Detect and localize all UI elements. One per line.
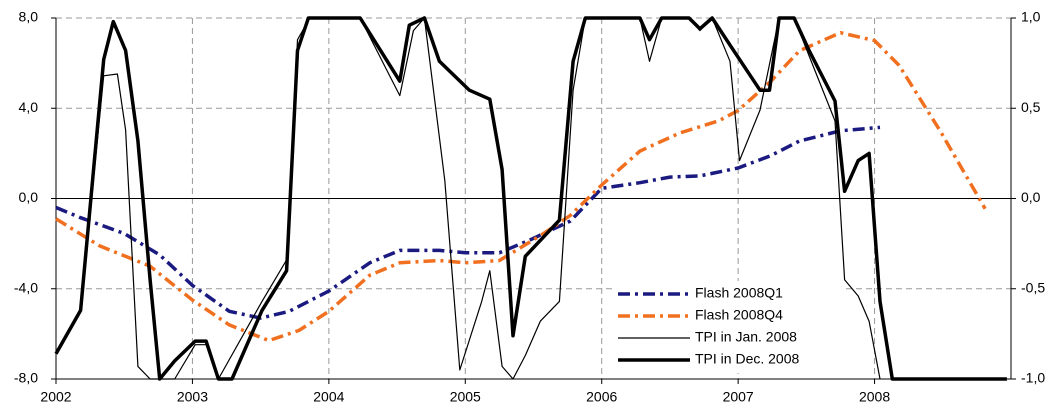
x-tick-label: 2004 [313,389,344,405]
x-tick-label: 2007 [723,389,754,405]
series-line [55,17,881,380]
x-tick-label: 2003 [177,389,208,405]
y-tick-label: -8,0 [14,370,38,386]
y2-tick-label: -0,5 [1021,279,1045,295]
y2-tick-label: 0,0 [1021,189,1041,205]
y2-tick-label: -1,0 [1021,370,1045,386]
x-tick-label: 2002 [40,389,71,405]
series-line [55,125,881,320]
legend-label: TPI in Dec. 2008 [695,351,799,367]
series-line [55,30,987,343]
y2-tick-label: 0,5 [1021,99,1041,115]
x-tick-label: 2008 [859,389,890,405]
y-tick-label: 4,0 [19,99,39,115]
legend-label: Flash 2008Q4 [695,307,783,323]
y2-tick-label: 1,0 [1021,9,1041,25]
y-tick-label: -4,0 [14,279,38,295]
x-tick-label: 2006 [586,389,617,405]
series-line [54,16,1007,381]
legend-label: TPI in Jan. 2008 [695,329,797,345]
y-tick-label: 8,0 [19,9,39,25]
y-tick-label: 0,0 [19,189,39,205]
x-tick-label: 2005 [450,389,481,405]
legend-label: Flash 2008Q1 [695,285,783,301]
legend-box [612,281,842,373]
